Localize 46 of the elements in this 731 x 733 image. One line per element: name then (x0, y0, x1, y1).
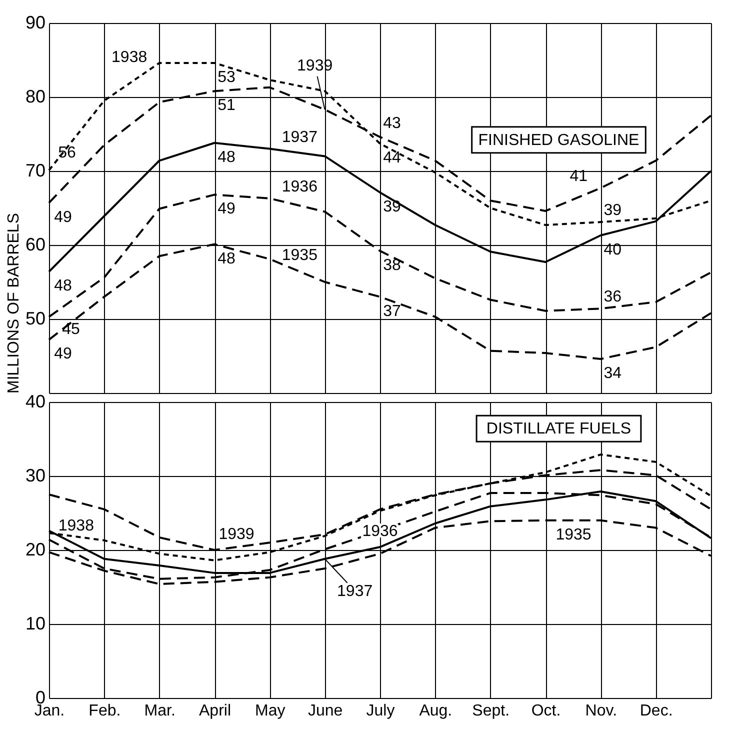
annotation: 48 (54, 278, 72, 295)
y-tick-label: 80 (25, 86, 46, 106)
series-label: 1936 (282, 178, 318, 196)
annotation: DISTILLATE FUELS (486, 420, 632, 438)
annotation: 48 (218, 250, 236, 268)
series-label: 1938 (58, 517, 94, 534)
series-label: 1939 (218, 526, 254, 543)
annotation: 34 (604, 364, 622, 382)
y-tick-label: 60 (25, 234, 46, 254)
series-label: 1935 (556, 526, 592, 544)
annotation: 49 (54, 346, 72, 363)
x-tick-label: July (366, 702, 395, 720)
y-tick-label: 30 (25, 466, 46, 486)
annotation: 49 (218, 200, 236, 218)
series-label: 1938 (112, 48, 148, 66)
annotation: 36 (604, 288, 622, 306)
annotation: 56 (58, 144, 76, 162)
annotation: 44 (383, 150, 401, 167)
annotation: 48 (218, 148, 236, 166)
x-tick-label: Nov. (585, 702, 618, 720)
y-tick-label: 70 (25, 160, 46, 180)
annotation: 39 (604, 202, 622, 220)
series-label: 1935 (282, 247, 318, 264)
x-tick-label: April (198, 702, 232, 720)
annotation: 37 (383, 302, 401, 320)
y-axis-title: MILLIONS OF BARRELS (5, 213, 22, 394)
y-tick-label: 10 (25, 614, 46, 634)
y-tick-label: 40 (25, 392, 46, 412)
x-tick-label: Feb. (88, 702, 121, 720)
annotation: 53 (218, 68, 236, 86)
y-tick-label: 90 (25, 12, 46, 32)
x-tick-label: Sept. (472, 702, 510, 720)
y-tick-label: 50 (25, 308, 46, 328)
x-tick-label: Dec. (640, 702, 673, 720)
annotation: 49 (54, 208, 72, 226)
x-tick-label: Mar. (144, 702, 176, 720)
annotation: 43 (383, 114, 401, 132)
x-tick-label: Oct. (531, 702, 561, 720)
x-tick-label: Aug. (419, 702, 452, 720)
series-label: 1937 (282, 128, 318, 146)
x-tick-label: May (255, 702, 286, 720)
annotation: FINISHED GASOLINE (478, 132, 640, 149)
legend-label: 1937 (337, 582, 373, 600)
x-tick-label: June (308, 702, 343, 720)
annotation: 51 (218, 97, 236, 114)
y-tick-label: 20 (25, 540, 46, 560)
